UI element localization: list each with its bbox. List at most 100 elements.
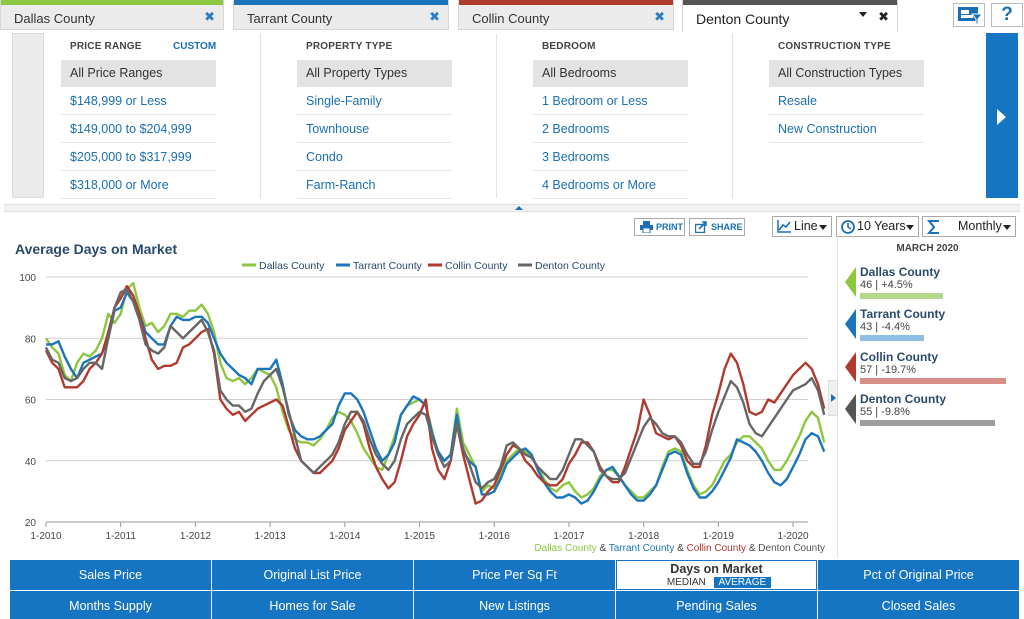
filter-option[interactable]: Single-Family [297, 88, 452, 115]
x-tick-label: 1-2012 [180, 531, 212, 542]
x-tick-label: 1-2016 [479, 531, 511, 542]
filter-heading: PRICE RANGE [70, 41, 142, 52]
filter-option[interactable]: $318,000 or More [61, 172, 216, 199]
time-range-dropdown[interactable]: 10 Years [836, 216, 919, 237]
filter-option[interactable]: Townhouse [297, 116, 452, 143]
interval-dropdown[interactable]: Monthly [922, 216, 1016, 237]
filter-option-selected[interactable]: All Price Ranges [61, 60, 216, 87]
chevron-down-icon [1003, 225, 1011, 230]
county-stat-value: 57 | -19.7% [860, 364, 917, 376]
side-panel-toggle[interactable] [828, 380, 838, 416]
clock-icon [841, 220, 855, 234]
tab-color-bar [1, 0, 223, 5]
metric-homes-for-sale[interactable]: Homes for Sale [212, 591, 413, 619]
chevron-down-icon [906, 225, 914, 230]
chart-series [44, 281, 826, 505]
footer-denton: Denton County [758, 543, 825, 554]
divider [260, 34, 261, 198]
legend-label: Denton County [535, 260, 606, 272]
tab-dallas-county[interactable]: Dallas County ✖ [0, 0, 224, 30]
county-name: Dallas County [860, 265, 941, 279]
filter-option[interactable]: 2 Bedrooms [533, 116, 688, 143]
y-tick-label: 20 [25, 518, 37, 529]
tab-collin-county[interactable]: Collin County ✖ [458, 0, 674, 30]
filter-option[interactable]: $149,000 to $204,999 [61, 116, 216, 143]
filter-option[interactable]: 4 Bedrooms or More [533, 172, 688, 199]
filter-option[interactable]: 3 Bedrooms [533, 144, 688, 171]
metric-pct-of-original-price[interactable]: Pct of Original Price [818, 560, 1019, 590]
chart-footer: Dallas County & Tarrant County & Collin … [534, 543, 825, 554]
filter-option[interactable]: $205,000 to $317,999 [61, 144, 216, 171]
metric-sales-price[interactable]: Sales Price [10, 560, 211, 590]
next-panel-button[interactable] [986, 33, 1018, 198]
collapse-filters-handle[interactable] [4, 204, 1020, 212]
print-button[interactable]: PRINT [634, 218, 685, 236]
county-stat-bar [860, 420, 995, 426]
help-button[interactable]: ? [991, 3, 1023, 27]
filter-option-selected[interactable]: All Bedrooms [533, 60, 688, 87]
metric-row-2: Months Supply Homes for Sale New Listing… [10, 591, 1020, 619]
chart-type-label: Line [794, 219, 818, 233]
metric-pending-sales[interactable]: Pending Sales [616, 591, 817, 619]
chevron-down-icon[interactable] [859, 12, 867, 17]
tab-denton-county[interactable]: Denton County ✖ [682, 0, 898, 33]
metric-months-supply[interactable]: Months Supply [10, 591, 211, 619]
metric-new-listings[interactable]: New Listings [414, 591, 615, 619]
filter-option[interactable]: 1 Bedroom or Less [533, 88, 688, 115]
footer-sep: & [746, 543, 758, 554]
legend-label: Tarrant County [353, 260, 423, 272]
county-stat-dallas[interactable]: Dallas County 46 | +4.5% [845, 265, 1015, 305]
filter-option-selected[interactable]: All Construction Types [769, 60, 924, 87]
filter-option[interactable]: Farm-Ranch [297, 172, 452, 199]
series-line-collin-county [44, 285, 826, 505]
x-tick-label: 1-2014 [329, 531, 361, 542]
county-tab-bar: Dallas County ✖ Tarrant County ✖ Collin … [0, 0, 1024, 33]
chart-legend: Dallas County Tarrant County Collin County… [242, 260, 606, 272]
metric-closed-sales[interactable]: Closed Sales [818, 591, 1019, 619]
legend-label: Dallas County [259, 260, 325, 272]
previous-panel-button[interactable] [12, 33, 44, 198]
metric-original-list-price[interactable]: Original List Price [212, 560, 413, 590]
median-option[interactable]: MEDIAN [666, 577, 706, 588]
tab-tarrant-county[interactable]: Tarrant County ✖ [233, 0, 449, 30]
tab-label: Dallas County [14, 11, 95, 26]
footer-sep: & [597, 543, 609, 554]
filter-option[interactable]: Condo [297, 144, 452, 171]
metric-row-1: Sales Price Original List Price Price Pe… [10, 560, 1020, 591]
county-stat-bar [860, 378, 1006, 384]
tab-label: Tarrant County [247, 11, 333, 26]
chart-type-dropdown[interactable]: Line [772, 216, 832, 237]
x-tick-label: 1-2018 [628, 531, 660, 542]
average-option[interactable]: AVERAGE [713, 577, 772, 588]
legend-label: Collin County [445, 260, 508, 272]
filter-option[interactable]: New Construction [769, 116, 924, 143]
y-tick-label: 40 [25, 457, 37, 468]
metric-price-per-sq-ft[interactable]: Price Per Sq Ft [414, 560, 615, 590]
county-name: Tarrant County [860, 307, 946, 321]
county-stat-collin[interactable]: Collin County 57 | -19.7% [845, 350, 1015, 390]
x-tick-label: 1-2020 [777, 531, 809, 542]
county-stat-tarrant[interactable]: Tarrant County 43 | -4.4% [845, 307, 1015, 347]
close-icon[interactable]: ✖ [204, 9, 215, 24]
series-line-tarrant-county [46, 291, 826, 505]
filter-option[interactable]: $148,999 or Less [61, 88, 216, 115]
chevron-right-icon [997, 109, 1006, 125]
footer-dallas: Dallas County [534, 543, 596, 554]
tab-label: Denton County [696, 11, 790, 27]
question-icon: ? [1001, 4, 1013, 25]
share-button[interactable]: SHARE [689, 218, 745, 236]
side-panel-date: MARCH 2020 [896, 243, 959, 254]
map-filter-button[interactable] [953, 3, 985, 27]
series-line-dallas-county [45, 281, 826, 499]
close-icon[interactable]: ✖ [654, 9, 665, 24]
flag-icon [845, 267, 856, 297]
close-icon[interactable]: ✖ [878, 9, 889, 24]
custom-price-link[interactable]: CUSTOM [173, 41, 217, 52]
filter-option[interactable]: Resale [769, 88, 924, 115]
tab-color-bar [683, 0, 897, 5]
close-icon[interactable]: ✖ [429, 9, 440, 24]
metric-stat-toggle: MEDIAN AVERAGE [617, 576, 816, 590]
county-stat-denton[interactable]: Denton County 55 | -9.8% [845, 392, 1015, 432]
filter-option-selected[interactable]: All Property Types [297, 60, 452, 87]
metric-days-on-market[interactable]: Days on Market MEDIAN AVERAGE [616, 560, 817, 590]
